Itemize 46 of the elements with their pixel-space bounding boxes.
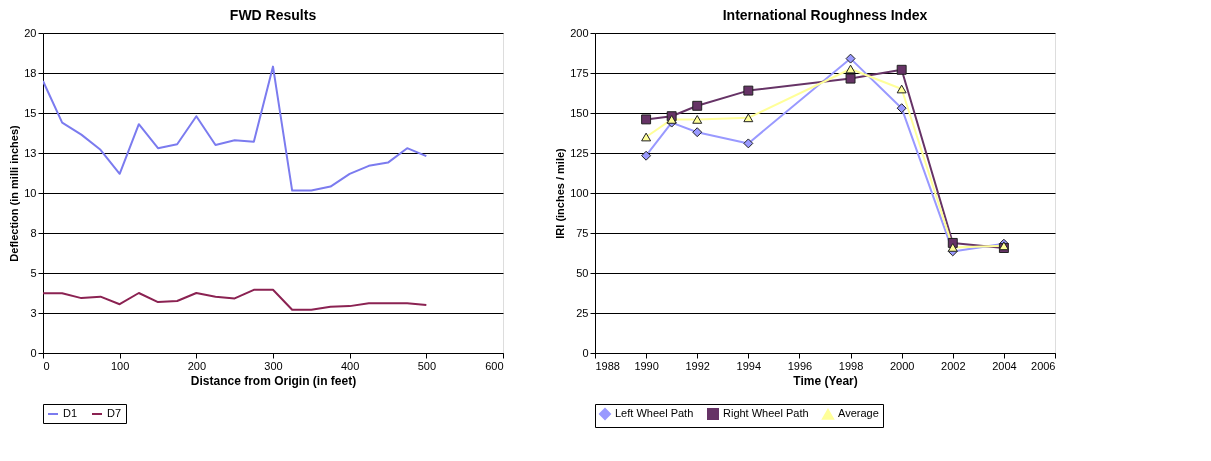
x-tick-label: 500: [417, 359, 437, 372]
x-tick-label: 2000: [889, 359, 915, 372]
y-tick-label: 15: [24, 106, 37, 119]
legend-label: D7: [107, 407, 122, 419]
y-tick-label: 8: [30, 226, 37, 239]
y-tick-label: 125: [570, 146, 589, 159]
x-tick-label: 400: [340, 359, 360, 372]
y-tick-label: 20: [24, 26, 37, 39]
y-tick-label: 75: [576, 226, 589, 239]
x-tick-label: 1990: [634, 359, 659, 372]
y-tick-label: 100: [570, 186, 589, 199]
y-tick-label: 5: [30, 266, 37, 279]
legend-label: Average: [838, 407, 879, 420]
x-tick-label: 2004: [992, 359, 1017, 372]
legend-label: Left Wheel Path: [615, 407, 694, 419]
x-tick-label: 1992: [685, 359, 710, 372]
y-tick-label: 25: [576, 306, 589, 319]
y-tick-label: 50: [576, 266, 589, 279]
x-axis-title: Distance from Origin (in feet): [190, 373, 357, 388]
y-tick-label: 0: [582, 346, 589, 359]
y-tick-label: 13: [24, 146, 37, 159]
y-tick-label: 10: [24, 186, 37, 199]
x-tick-label: 200: [187, 359, 207, 372]
x-tick-label: 1996: [787, 359, 813, 372]
x-tick-label: 600: [485, 359, 504, 372]
x-tick-label: 1998: [838, 359, 864, 372]
x-tick-label: 2006: [1031, 359, 1056, 372]
x-axis-title: Time (Year): [793, 373, 858, 388]
y-tick-label: 150: [570, 106, 589, 119]
y-tick-label: 0: [30, 346, 37, 359]
x-tick-label: 0: [43, 359, 50, 372]
y-tick-label: 175: [570, 66, 589, 79]
x-tick-label: 1994: [736, 359, 762, 372]
x-tick-label: 2002: [941, 359, 966, 372]
legend-label: D1: [63, 407, 78, 419]
y-tick-label: 200: [570, 26, 589, 39]
y-axis-title: IRI (inches / mile): [554, 147, 567, 239]
y-axis-title: Deflection (in milli inches): [8, 125, 21, 262]
x-tick-label: 300: [264, 359, 283, 372]
y-tick-label: 3: [30, 306, 37, 319]
x-tick-label: 100: [110, 359, 130, 372]
legend-label: Right Wheel Path: [723, 407, 809, 419]
y-tick-label: 18: [24, 66, 37, 79]
x-tick-label: 1988: [595, 359, 620, 372]
chart-title: International Roughness Index: [722, 7, 928, 23]
chart-title: FWD Results: [229, 7, 317, 23]
